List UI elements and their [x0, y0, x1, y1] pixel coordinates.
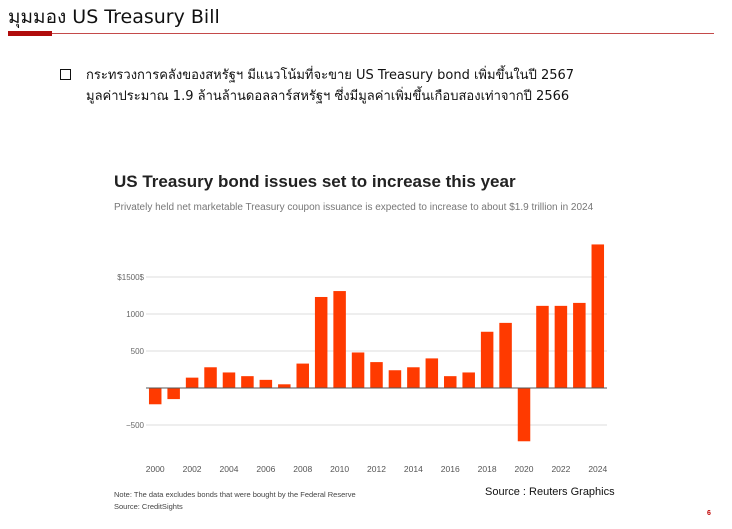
- bar-2013: [388, 370, 402, 388]
- bar-2018: [480, 331, 494, 388]
- bar-2023: [573, 302, 586, 388]
- x-tick-label: 2010: [330, 464, 349, 474]
- bar-2020: [517, 388, 531, 442]
- x-tick-label: 2012: [367, 464, 386, 474]
- bullet-text: กระทรวงการคลังของสหรัฐฯ มีแนวโน้มที่จะขา…: [86, 65, 696, 107]
- x-tick-label: 2004: [220, 464, 239, 474]
- bar-2005: [241, 376, 254, 388]
- y-tick-label: $1500$: [117, 273, 144, 282]
- bar-2017: [462, 372, 475, 388]
- bar-2024: [591, 244, 605, 388]
- bar-2009: [314, 296, 328, 388]
- title-divider: [8, 33, 714, 34]
- x-tick-label: 2020: [515, 464, 534, 474]
- chart-notes: Note: The data excludes bonds that were …: [114, 489, 356, 513]
- bar-2002: [185, 377, 199, 388]
- chart-source-note: Source: CreditSights: [114, 502, 183, 511]
- bar-2014: [407, 367, 420, 388]
- bar-2000: [148, 388, 162, 405]
- slide-title: มุมมอง US Treasury Bill: [8, 6, 220, 28]
- bullet-line-2: มูลค่าประมาณ 1.9 ล้านล้านดอลลาร์สหรัฐฯ ซ…: [86, 89, 570, 104]
- x-tick-label: 2008: [293, 464, 312, 474]
- x-tick-label: 2024: [588, 464, 607, 474]
- bar-2008: [296, 363, 309, 388]
- bar-2022: [554, 305, 568, 388]
- x-tick-label: 2022: [551, 464, 570, 474]
- bar-2019: [499, 322, 512, 388]
- bar-2004: [222, 372, 236, 388]
- chart-note: Note: The data excludes bonds that were …: [114, 490, 356, 499]
- bar-2016: [444, 376, 457, 388]
- bullet-line-1: กระทรวงการคลังของสหรัฐฯ มีแนวโน้มที่จะขา…: [86, 68, 575, 83]
- x-tick-label: 2014: [404, 464, 423, 474]
- y-tick-label: 500: [131, 347, 145, 356]
- bar-2001: [167, 388, 180, 400]
- chart-subtitle: Privately held net marketable Treasury c…: [114, 202, 594, 213]
- bar-2021: [536, 305, 549, 388]
- y-tick-label: 1000: [126, 310, 144, 319]
- bar-2012: [370, 362, 383, 388]
- x-tick-label: 2002: [183, 464, 202, 474]
- bar-2003: [204, 367, 217, 388]
- source-label: Source : Reuters Graphics: [485, 486, 615, 498]
- checkbox-bullet-icon: [60, 69, 71, 80]
- x-tick-label: 2000: [146, 464, 165, 474]
- chart-title: US Treasury bond issues set to increase …: [114, 172, 516, 191]
- bar-2010: [333, 291, 346, 388]
- x-tick-label: 2018: [478, 464, 497, 474]
- x-tick-label: 2016: [441, 464, 460, 474]
- y-tick-label: −500: [126, 421, 145, 430]
- bar-2006: [259, 379, 273, 388]
- x-tick-label: 2006: [256, 464, 275, 474]
- bar-2011: [351, 352, 365, 388]
- bar-2007: [278, 384, 291, 388]
- page-number: 6: [707, 510, 711, 517]
- bar-2015: [425, 358, 439, 388]
- title-accent-bar: [8, 31, 52, 36]
